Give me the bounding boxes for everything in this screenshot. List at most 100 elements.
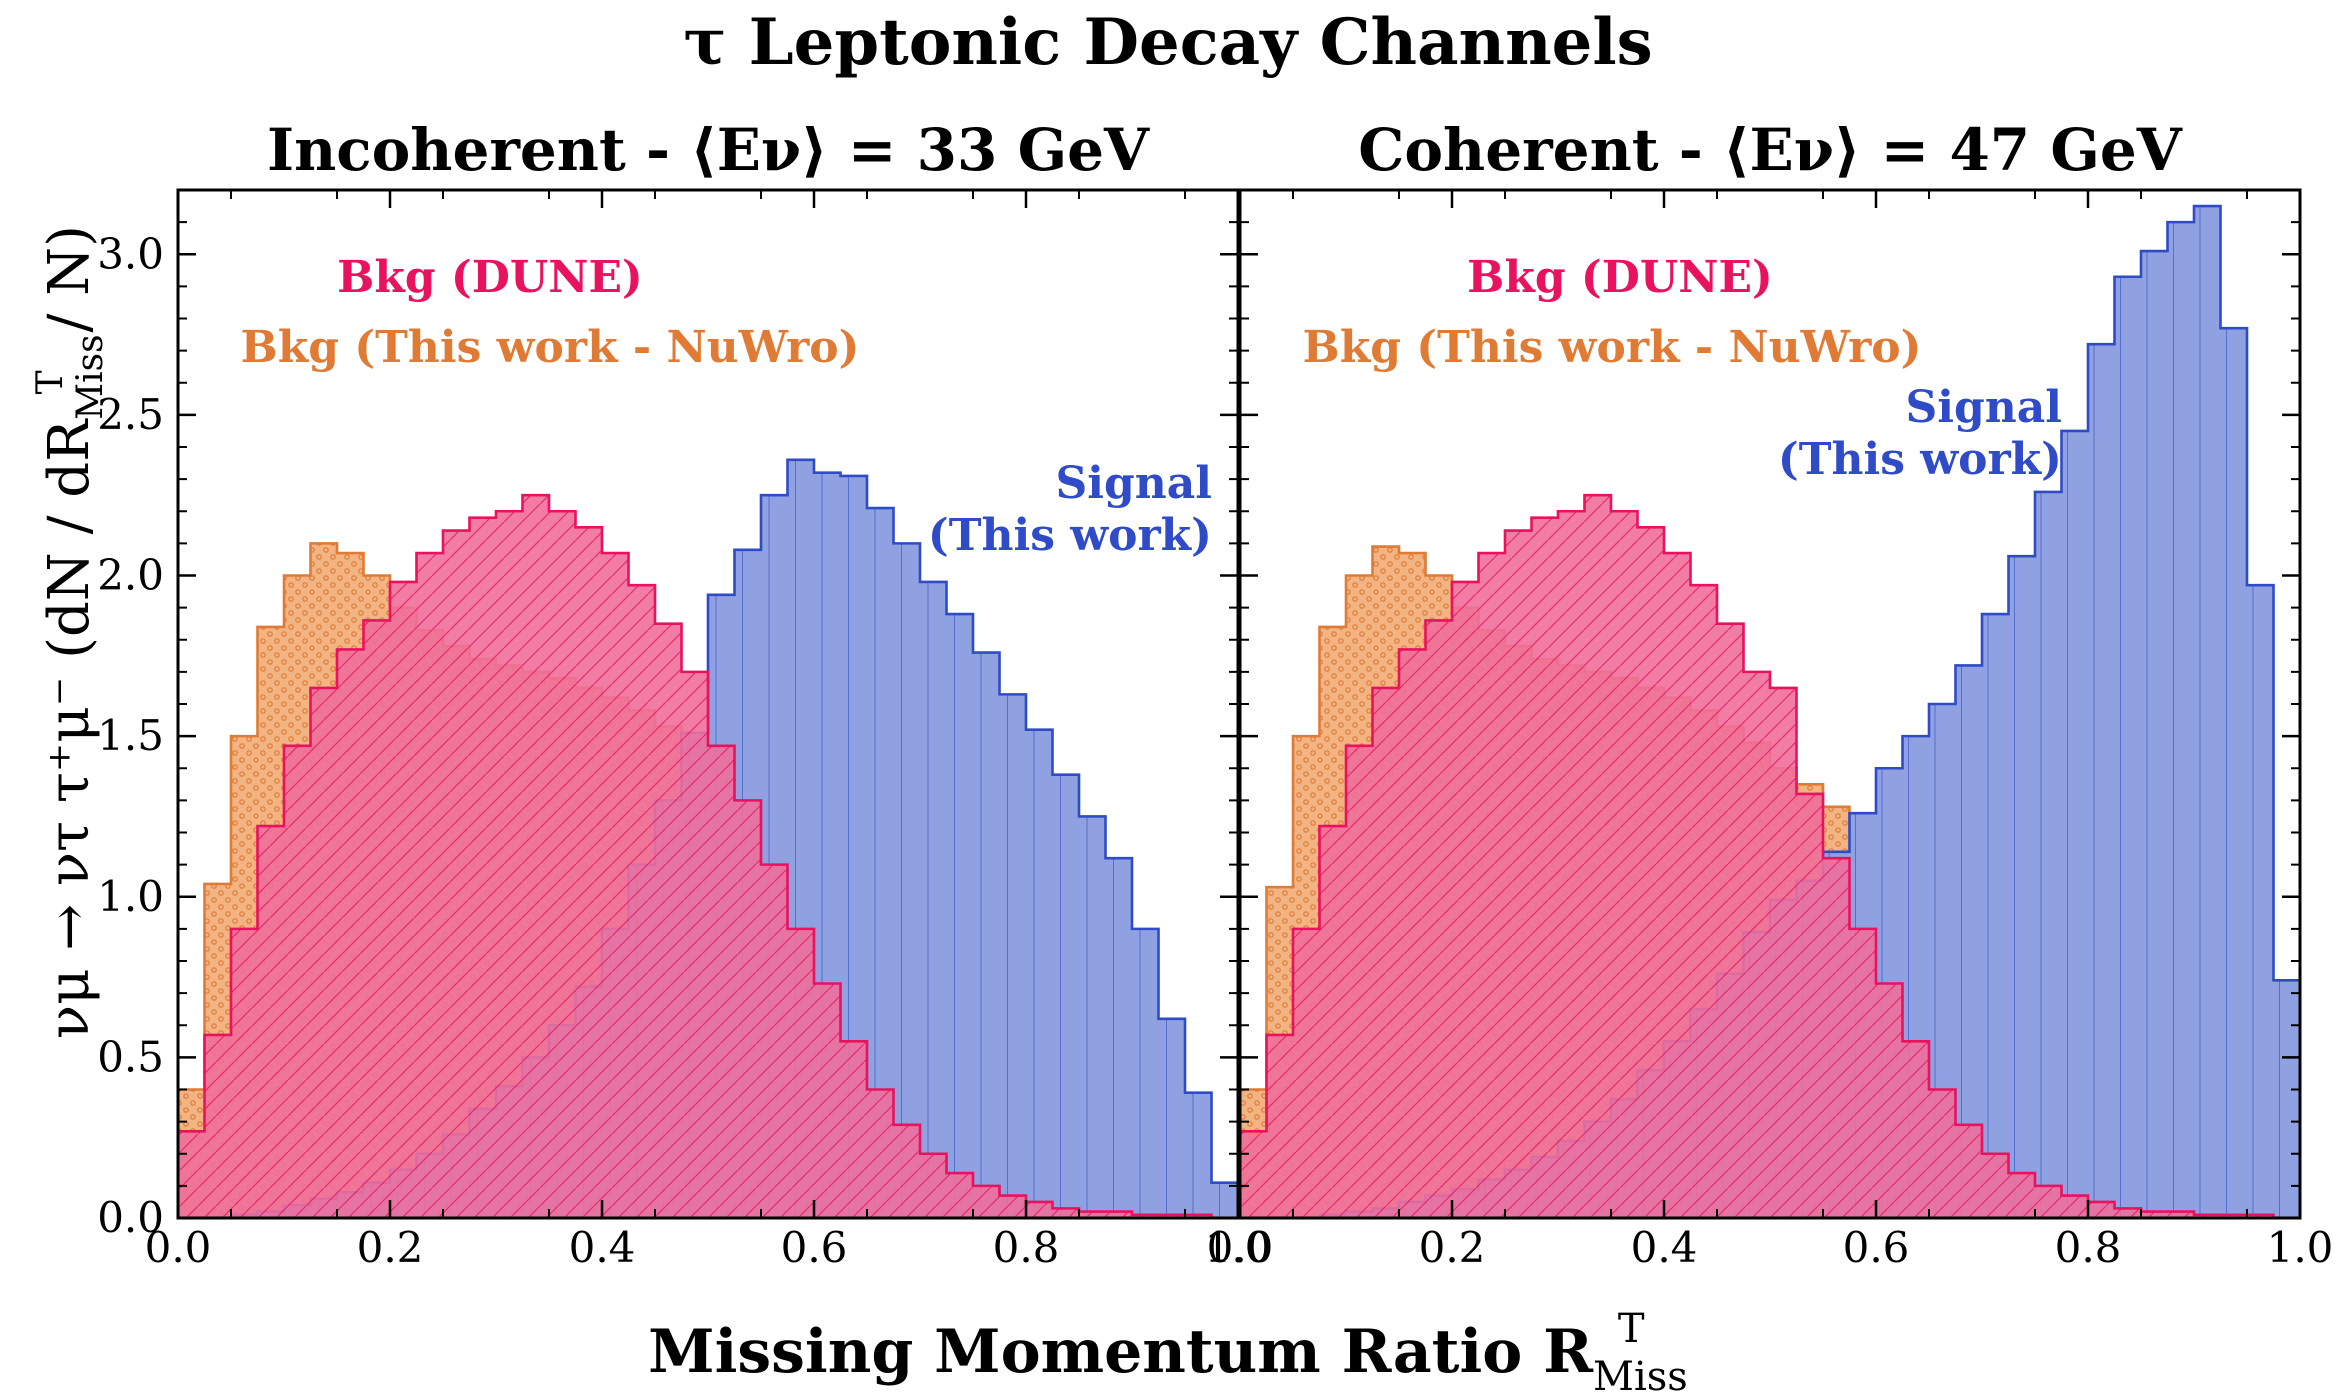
signal-bar-pattern-30: [2035, 491, 2062, 1218]
dune-bar-pattern-20: [708, 745, 735, 1218]
x-axis-label: Missing Momentum Ratio RMissT: [648, 1306, 1688, 1396]
signal-bar-pattern-28: [920, 581, 947, 1218]
dune-bar-pattern-27: [1955, 1124, 1982, 1218]
dune-bar-pattern-9: [416, 553, 443, 1218]
dune-bar-pattern-10: [443, 530, 470, 1218]
dune-bar-pattern-11: [1531, 517, 1558, 1218]
dune-bar-pattern-29: [2008, 1173, 2035, 1218]
x-axis-label-sup: T: [1618, 1306, 1645, 1352]
dune-bar-pattern-14: [549, 511, 576, 1218]
y-axis-label-main: νμ → ντ τ⁺μ⁻ (dN / dR: [37, 418, 102, 1039]
x-tick-label: 0.2: [357, 1223, 424, 1272]
legend-signal-line1: Signal: [1906, 382, 2062, 433]
x-axis-label-sub: Miss: [1593, 1354, 1688, 1396]
dune-bar-pattern-8: [1452, 581, 1479, 1218]
dune-bar-pattern-10: [1505, 530, 1532, 1218]
signal-bar-pattern-31: [999, 694, 1026, 1218]
dune-bar-pattern-4: [284, 745, 311, 1218]
dune-bar-pattern-13: [522, 495, 549, 1218]
dune-bar-pattern-35: [2167, 1211, 2194, 1218]
dune-outline: [178, 493, 1238, 1218]
dune-bar-pattern-7: [1425, 620, 1452, 1218]
dune-bar-pattern-6: [1399, 649, 1426, 1218]
dune-bar-pattern-28: [1982, 1153, 2009, 1218]
dune-bar-pattern-7: [363, 620, 390, 1218]
signal-bar-pattern-34: [1079, 816, 1106, 1218]
dune-bar-pattern-27: [893, 1124, 920, 1218]
dune-bar-pattern-31: [999, 1195, 1026, 1218]
x-tick-label: 0.4: [1631, 1223, 1698, 1272]
dune-bar-pattern-12: [496, 511, 523, 1218]
signal-bar-pattern-36: [2194, 206, 2221, 1218]
dune-bar-pattern-18: [655, 623, 682, 1218]
dune-bar-pattern-5: [1372, 687, 1399, 1218]
dune-bar-pattern-3: [257, 826, 284, 1218]
dune-bar-pattern-30: [973, 1185, 1000, 1218]
dune-bar-pattern-37: [2220, 1214, 2247, 1218]
dune-bar-pattern-23: [787, 928, 814, 1218]
y-axis-label-tail: / N): [37, 225, 102, 350]
dune-bar-pattern-11: [469, 517, 496, 1218]
dune-bar-pattern-36: [1132, 1214, 1159, 1218]
x-tick-label: 0.0: [1207, 1223, 1274, 1272]
legend-signal-line2: (This work): [928, 510, 1212, 561]
dune-bar-pattern-14: [1611, 511, 1638, 1218]
dune-bar-pattern-37: [1158, 1214, 1185, 1218]
dune-bar-pattern-2: [231, 928, 258, 1218]
legend-signal-line2: (This work): [1778, 434, 2062, 485]
dune-bar-pattern-34: [1079, 1211, 1106, 1218]
y-tick-label: 2.5: [97, 390, 164, 439]
signal-bar-pattern-30: [973, 652, 1000, 1218]
series-signal: [1240, 204, 2300, 1218]
dune-bar-pattern-34: [2141, 1211, 2168, 1218]
y-tick-label: 2.0: [97, 551, 164, 600]
x-axis-label-main: Missing Momentum Ratio R: [648, 1317, 1594, 1387]
signal-bar-pattern-29: [2008, 556, 2035, 1218]
signal-bar-pattern-32: [1026, 729, 1053, 1218]
x-tick-label: 0.6: [781, 1223, 848, 1272]
dune-bar-pattern-1: [1266, 1034, 1293, 1218]
signal-bar-pattern-35: [2167, 222, 2194, 1218]
dune-bar-pattern-32: [1026, 1201, 1053, 1218]
signal-bar-pattern-39: [1211, 1182, 1238, 1218]
panel-coherent: Coherent - ⟨Eν⟩ = 47 GeV 0.0 0.2 0.4 0.6 0.8 1…: [1207, 116, 2334, 1272]
y-axis-label-sub: Miss: [70, 334, 111, 419]
dune-bar-pattern-24: [1876, 983, 1903, 1218]
dune-bar-pattern-24: [814, 983, 841, 1218]
signal-bar-pattern-38: [2247, 585, 2274, 1218]
plot-area: [178, 458, 1238, 1218]
dune-bar-pattern-16: [602, 553, 629, 1218]
dune-bar-pattern-18: [1717, 623, 1744, 1218]
dune-bar-pattern-9: [1478, 553, 1505, 1218]
dune-bar-pattern-17: [1690, 585, 1717, 1218]
dune-bar-pattern-33: [1052, 1208, 1079, 1218]
dune-bar-pattern-16: [1664, 553, 1691, 1218]
x-tick-label: 0.8: [993, 1223, 1060, 1272]
signal-bar-pattern-32: [2088, 344, 2115, 1218]
dune-bar-pattern-28: [920, 1153, 947, 1218]
signal-bar-pattern-39: [2273, 980, 2300, 1218]
dune-outline: [1240, 493, 2300, 1218]
dune-bar-pattern-15: [1637, 527, 1664, 1218]
dune-bar-pattern-13: [1584, 495, 1611, 1218]
legend-dune: Bkg (DUNE): [337, 252, 643, 303]
signal-bar-pattern-35: [1105, 858, 1132, 1218]
legend-nuwro: Bkg (This work - NuWro): [1303, 322, 1922, 373]
panel-title: Incoherent - ⟨Eν⟩ = 33 GeV: [267, 116, 1150, 184]
y-axis-label-sup: T: [30, 370, 71, 394]
x-tick-label: 0.2: [1419, 1223, 1486, 1272]
dune-bar-pattern-19: [681, 671, 708, 1218]
x-tick-label: 0.0: [145, 1223, 212, 1272]
dune-bar-pattern-8: [390, 581, 417, 1218]
panel-incoherent: Incoherent - ⟨Eν⟩ = 33 GeV 0.0 0.2 0.4 0.6 0.…: [97, 116, 1271, 1272]
dune-bar-pattern-3: [1319, 826, 1346, 1218]
dune-bar-pattern-26: [1929, 1089, 1956, 1218]
y-tick-label: 1.0: [97, 872, 164, 921]
x-tick-label: 0.4: [569, 1223, 636, 1272]
signal-bar-pattern-36: [1132, 928, 1159, 1218]
signal-bar-pattern-31: [2061, 430, 2088, 1218]
signal-bar-pattern-27: [893, 543, 920, 1218]
dune-bar-pattern-23: [1849, 928, 1876, 1218]
signal-bar-pattern-37: [2220, 328, 2247, 1218]
